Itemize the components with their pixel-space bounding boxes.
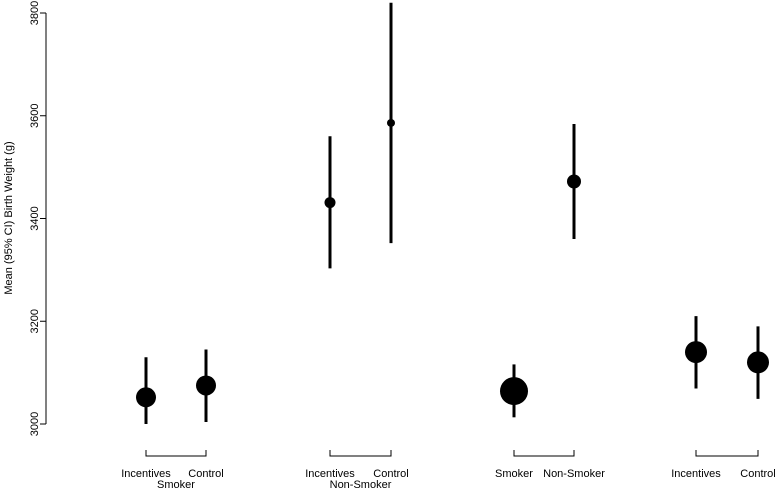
group-label: Smoker — [157, 479, 195, 489]
mean-point — [387, 118, 395, 127]
y-tick-label: 3200 — [29, 309, 41, 333]
category-label: Non-Smoker — [543, 468, 605, 480]
group-label: Non-Smoker — [330, 479, 392, 489]
category-label: Incentives — [305, 468, 355, 480]
y-axis: 3000 3200 3400 3600 3800 — [29, 1, 47, 436]
category-label: Control — [740, 468, 775, 480]
mean-point — [196, 375, 216, 396]
category-label: Control — [188, 468, 223, 480]
y-axis-title: Mean (95% CI) Birth Weight (g) — [3, 141, 15, 294]
y-tick-label: 3400 — [29, 206, 41, 230]
mean-point — [747, 351, 769, 374]
mean-point — [500, 377, 528, 406]
category-label: Incentives — [121, 468, 171, 480]
mean-point — [136, 387, 156, 408]
category-label: Smoker — [495, 468, 533, 480]
category-label: Incentives — [671, 468, 721, 480]
mean-point — [324, 197, 336, 209]
group-bracket — [513, 450, 575, 457]
y-tick-label: 3600 — [29, 104, 41, 128]
mean-point — [567, 174, 581, 189]
y-tick-label: 3000 — [29, 412, 41, 436]
group-3: Smoker Non-Smoker — [495, 123, 605, 480]
category-label: Control — [373, 468, 408, 480]
group-4: Incentives Control — [671, 316, 776, 480]
group-bracket — [145, 450, 207, 457]
group-bracket — [695, 450, 759, 457]
mean-point — [685, 341, 707, 364]
group-bracket — [329, 450, 392, 457]
y-tick-label: 3800 — [29, 1, 41, 25]
